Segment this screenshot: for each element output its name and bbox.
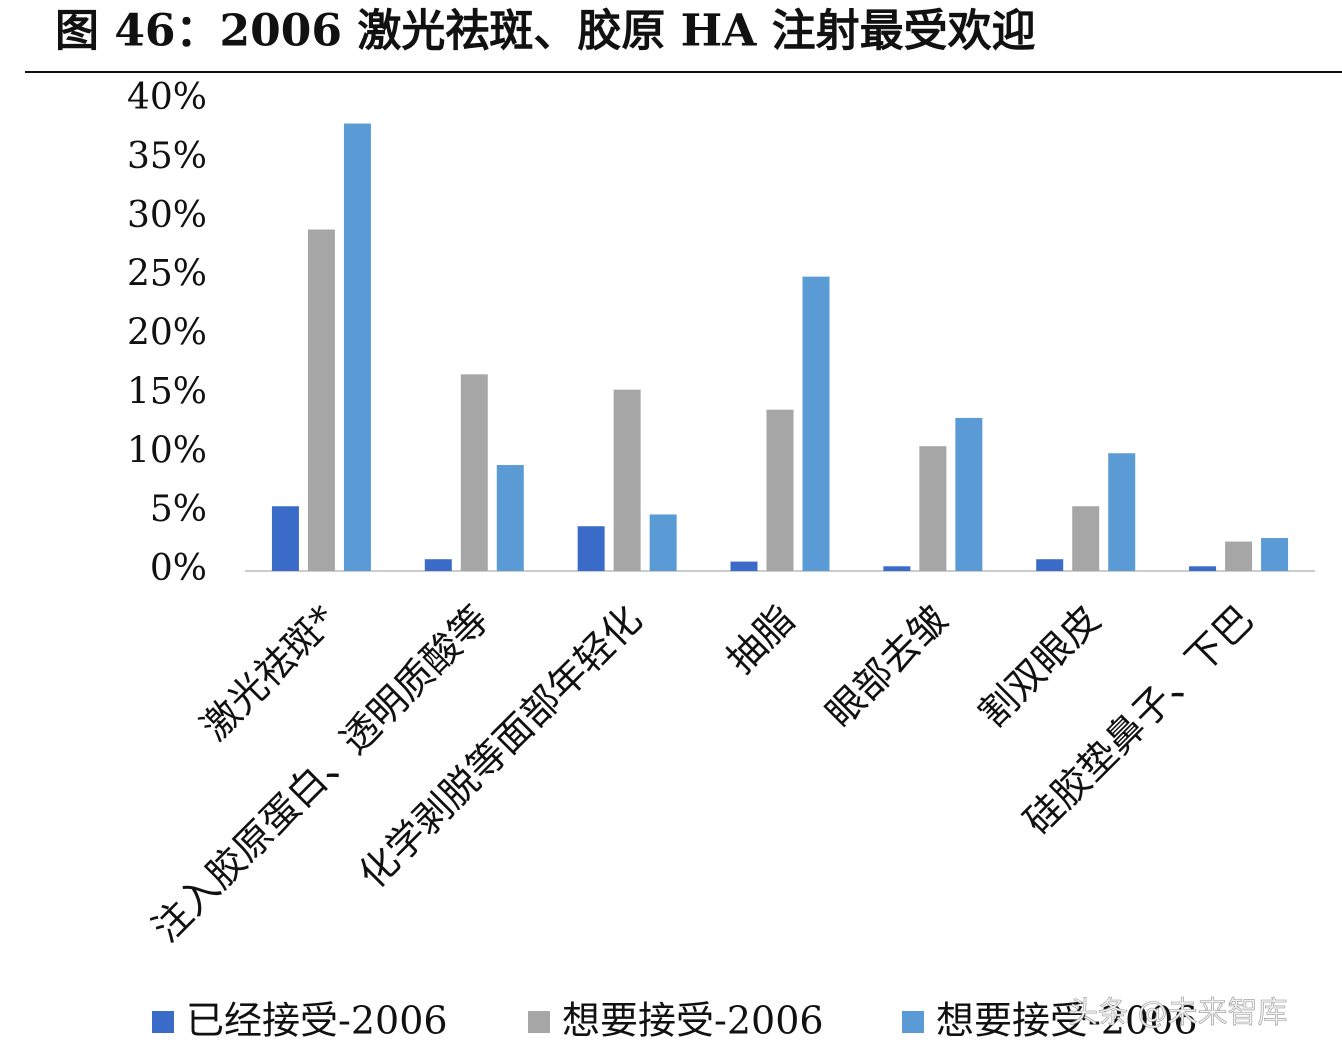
bar (460, 374, 488, 571)
bar (1189, 566, 1217, 571)
bar (271, 506, 299, 571)
bar (343, 123, 371, 572)
bar (1036, 559, 1064, 571)
bar (883, 566, 911, 571)
legend-swatch (152, 1011, 174, 1033)
bar (955, 417, 983, 571)
bar (424, 559, 452, 571)
y-tick-label: 10% (127, 430, 207, 471)
watermark: 头条 @未来智库 (1068, 996, 1288, 1031)
legend-label: 想要接受-2006 (562, 999, 824, 1043)
bar (1261, 538, 1289, 571)
bar (577, 526, 605, 571)
legend-swatch (528, 1011, 550, 1033)
bar (1108, 453, 1136, 571)
y-tick-label: 0% (150, 548, 207, 589)
bar (613, 389, 641, 571)
bar (1072, 506, 1100, 571)
legend-label: 想要接受-2006 (936, 999, 1198, 1043)
bar (649, 514, 677, 571)
y-tick-label: 40% (127, 77, 207, 118)
bar (307, 229, 335, 571)
y-tick-label: 5% (150, 489, 207, 530)
y-tick-label: 15% (127, 371, 207, 412)
bar (496, 465, 524, 571)
legend-swatch (902, 1011, 924, 1033)
y-tick-label: 25% (127, 254, 207, 295)
bar (766, 409, 794, 571)
y-tick-label: 20% (127, 313, 207, 354)
y-tick-label: 30% (127, 195, 207, 236)
bar (919, 446, 947, 571)
y-tick-label: 35% (127, 136, 207, 177)
chart-title: 图 46：2006 激光祛斑、胶原 HA 注射最受欢迎 (55, 6, 1036, 57)
bar (730, 561, 758, 571)
bar (1225, 541, 1253, 571)
legend-label: 已经接受-2006 (186, 999, 448, 1043)
bar (802, 276, 830, 571)
